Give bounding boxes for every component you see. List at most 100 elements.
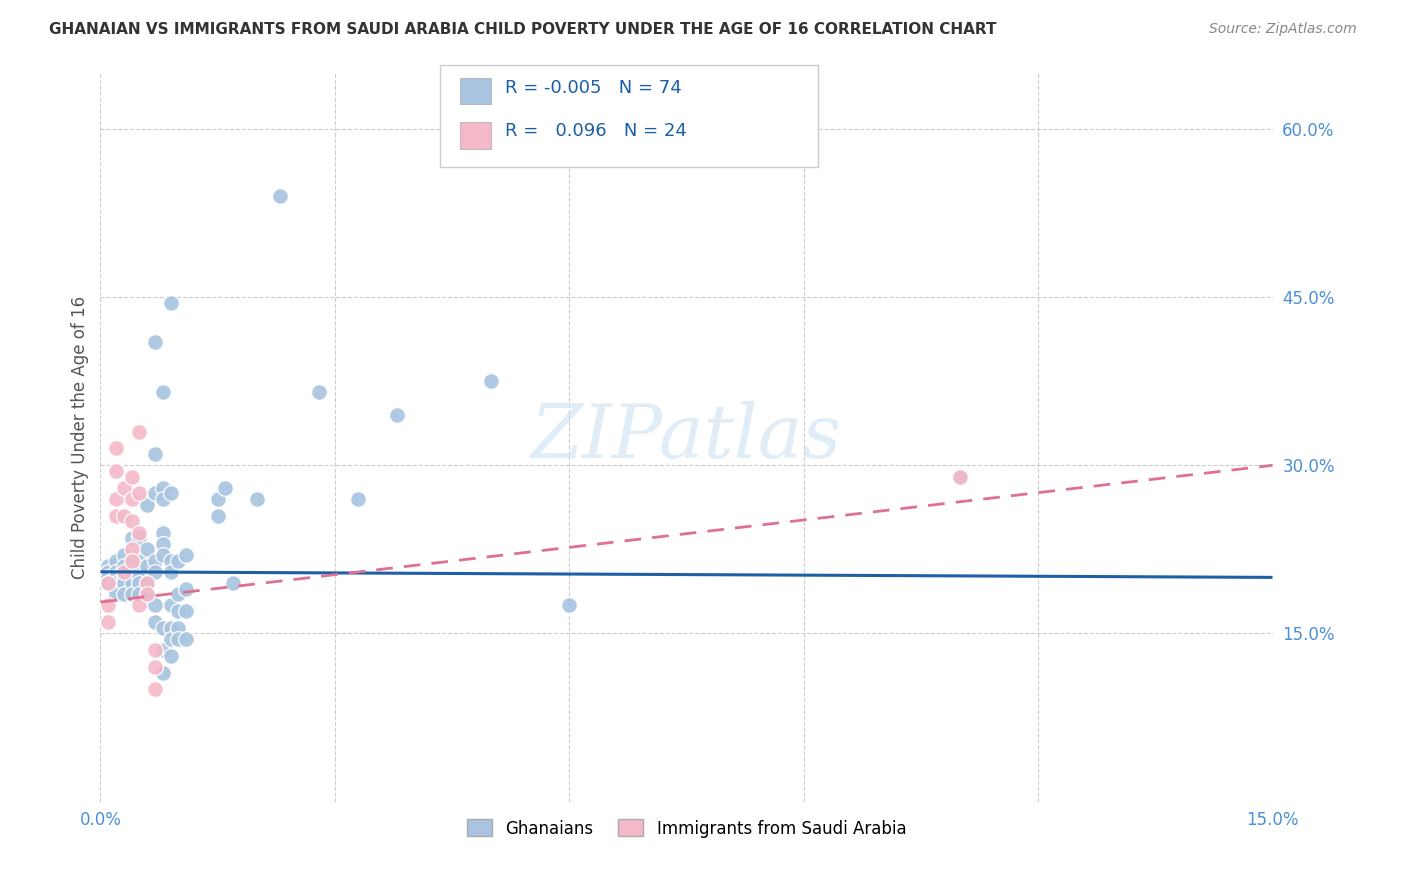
Point (152, 491, 174, 506)
Point (112, 508, 135, 523)
Point (112, 548, 135, 562)
Point (176, 548, 198, 562)
Point (104, 491, 127, 506)
Point (152, 481, 174, 495)
Point (121, 576, 143, 591)
Point (949, 469, 972, 483)
Point (143, 486, 166, 500)
Point (152, 548, 174, 562)
Point (167, 632, 190, 646)
Point (104, 508, 127, 523)
Point (104, 576, 127, 591)
Point (152, 665, 174, 680)
Point (104, 464, 127, 478)
Point (558, 599, 581, 613)
Legend: Ghanaians, Immigrants from Saudi Arabia: Ghanaians, Immigrants from Saudi Arabia (460, 813, 912, 844)
Point (176, 604, 198, 618)
Point (97, 615, 120, 630)
Point (112, 481, 135, 495)
Point (97, 570, 120, 584)
Point (112, 559, 135, 574)
Point (143, 682, 166, 697)
Point (143, 599, 166, 613)
Point (167, 621, 190, 635)
Point (121, 531, 143, 545)
Point (207, 491, 229, 506)
Point (136, 587, 159, 601)
Point (214, 481, 236, 495)
Point (112, 565, 135, 579)
Point (152, 537, 174, 551)
Point (136, 498, 159, 512)
Point (152, 643, 174, 657)
Point (143, 660, 166, 674)
Text: Source: ZipAtlas.com: Source: ZipAtlas.com (1209, 22, 1357, 37)
Point (479, 374, 502, 388)
Point (176, 582, 198, 596)
Point (167, 587, 190, 601)
Point (104, 442, 127, 456)
Point (121, 491, 143, 506)
Point (104, 553, 127, 567)
Point (128, 570, 150, 584)
Point (159, 565, 181, 579)
Point (121, 587, 143, 601)
Point (143, 565, 166, 579)
Point (167, 604, 190, 618)
Point (104, 565, 127, 579)
Point (97, 599, 120, 613)
Point (121, 553, 143, 567)
Point (159, 599, 181, 613)
Point (121, 514, 143, 528)
Point (104, 570, 127, 584)
Point (143, 553, 166, 567)
Text: GHANAIAN VS IMMIGRANTS FROM SAUDI ARABIA CHILD POVERTY UNDER THE AGE OF 16 CORRE: GHANAIAN VS IMMIGRANTS FROM SAUDI ARABIA… (49, 22, 997, 37)
Point (269, 189, 291, 203)
Point (128, 553, 150, 567)
Point (121, 469, 143, 483)
Point (167, 553, 190, 567)
Point (128, 565, 150, 579)
Point (128, 599, 150, 613)
Point (222, 576, 245, 591)
Point (136, 576, 159, 591)
Point (143, 334, 166, 349)
Point (128, 531, 150, 545)
Point (159, 553, 181, 567)
Point (347, 491, 370, 506)
Point (136, 587, 159, 601)
Point (949, 469, 972, 483)
Point (104, 587, 127, 601)
Point (97, 576, 120, 591)
Point (207, 508, 229, 523)
Point (136, 559, 159, 574)
Point (97, 559, 120, 574)
Point (136, 542, 159, 557)
Point (246, 491, 269, 506)
Point (128, 525, 150, 540)
Point (121, 553, 143, 567)
Point (159, 486, 181, 500)
Point (128, 425, 150, 439)
Point (152, 385, 174, 400)
Point (152, 621, 174, 635)
Point (152, 525, 174, 540)
Point (143, 615, 166, 630)
Point (159, 648, 181, 663)
Point (143, 643, 166, 657)
Y-axis label: Child Poverty Under the Age of 16: Child Poverty Under the Age of 16 (72, 296, 89, 579)
Point (159, 295, 181, 310)
Point (112, 587, 135, 601)
Text: R = -0.005   N = 74: R = -0.005 N = 74 (505, 79, 682, 97)
Point (128, 486, 150, 500)
Point (159, 632, 181, 646)
Point (308, 385, 330, 400)
Point (112, 576, 135, 591)
Point (176, 632, 198, 646)
Point (112, 570, 135, 584)
Point (121, 542, 143, 557)
Text: ZIPatlas: ZIPatlas (531, 401, 842, 474)
Point (97, 576, 120, 591)
Point (97, 565, 120, 579)
Point (128, 576, 150, 591)
